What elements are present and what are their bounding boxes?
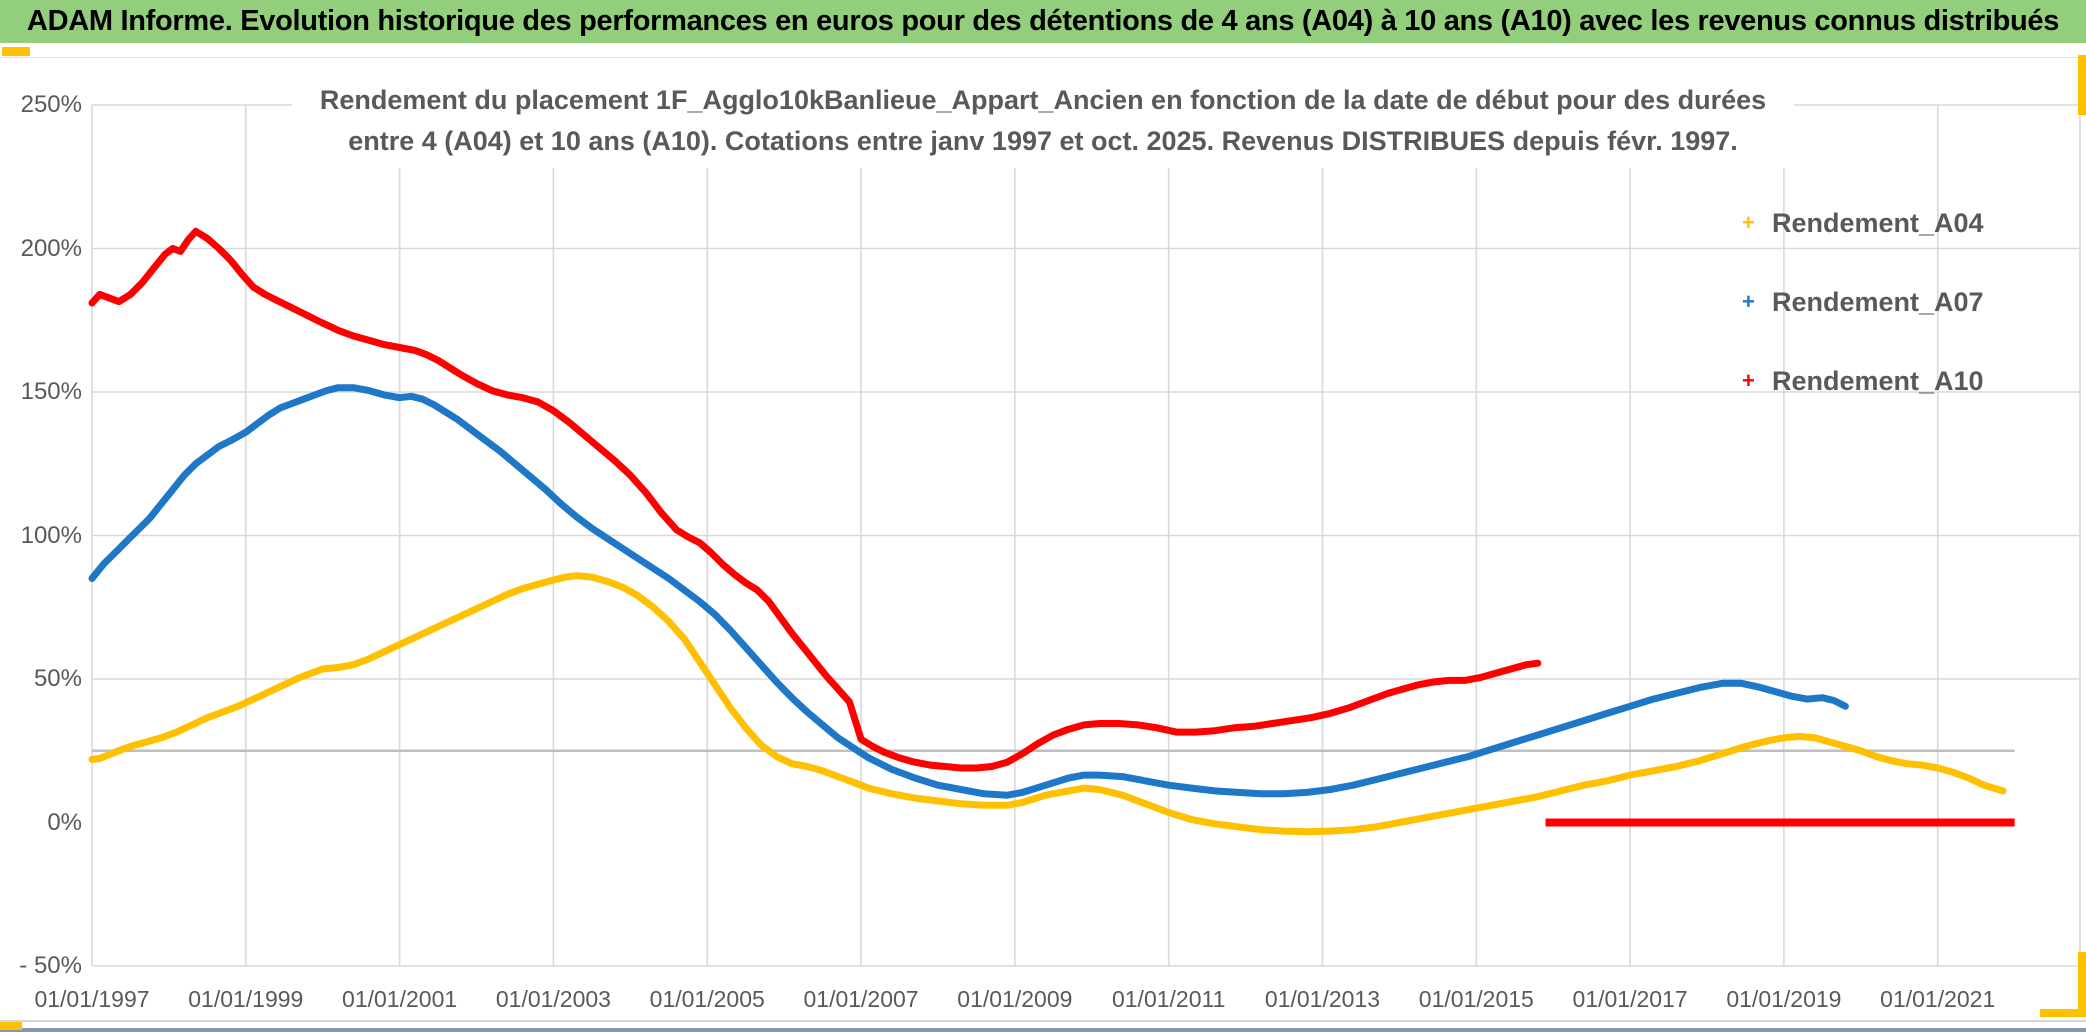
x-tick-label: 01/01/2013 <box>1264 986 1381 1012</box>
x-tick-label: 01/01/2003 <box>495 986 611 1012</box>
x-tick-label: 01/01/2005 <box>649 986 765 1012</box>
series-rendement_a04[interactable] <box>88 572 2007 836</box>
x-tick-label: 01/01/1999 <box>188 986 304 1012</box>
x-tick-label: 01/01/2011 <box>1111 986 1226 1012</box>
chart-title-line-2: entre 4 (A04) et 10 ans (A10). Cotations… <box>348 126 1738 156</box>
chart-title-line-1: Rendement du placement 1F_Agglo10kBanlie… <box>319 85 1767 115</box>
plus-marker-icon: + <box>1742 210 1755 235</box>
legend-label: Rendement_A04 <box>1772 207 1984 238</box>
y-tick-label: 150% <box>20 378 82 405</box>
chart-title[interactable]: Rendement du placement 1F_Agglo10kBanlie… <box>291 76 1795 168</box>
y-tick-label: 200% <box>20 234 82 262</box>
footer-status-band <box>0 1028 2086 1032</box>
x-tick-label: 01/01/2021 <box>1880 986 1996 1012</box>
page-title: ADAM Informe. Evolution historique des p… <box>26 5 2060 37</box>
x-tick-label: 01/01/2001 <box>342 986 458 1012</box>
footer-divider <box>0 1020 2086 1022</box>
y-tick-label: 250% <box>20 91 82 118</box>
selection-highlight-bottom-left <box>0 1022 22 1030</box>
y-tick-label: - 50% <box>19 952 82 979</box>
plus-marker-icon: + <box>1742 368 1755 393</box>
series-rendement_a07[interactable] <box>88 384 1849 799</box>
x-tick-label: 01/01/2009 <box>957 986 1073 1012</box>
legend-item-rendement-a07[interactable]: + Rendement_A07 <box>1742 275 1984 329</box>
page-title-banner: ADAM Informe. Evolution historique des p… <box>0 0 2086 43</box>
x-tick-label: 01/01/2017 <box>1572 986 1688 1012</box>
legend-label: Rendement_A10 <box>1772 365 1984 396</box>
x-tick-label: 01/01/2007 <box>803 986 919 1012</box>
divider-line <box>0 57 2086 58</box>
chart-legend[interactable]: + Rendement_A04 + Rendement_A07 + Rendem… <box>1742 196 1984 433</box>
selection-highlight-top-left <box>2 47 30 56</box>
x-tick-label: 01/01/2019 <box>1726 986 1842 1012</box>
x-tick-label: 01/01/1997 <box>34 986 150 1012</box>
y-tick-label: 100% <box>20 521 82 549</box>
legend-item-rendement-a04[interactable]: + Rendement_A04 <box>1742 196 1984 250</box>
selection-highlight-top-right <box>2078 55 2086 115</box>
series-rendement_a10[interactable] <box>88 227 1542 772</box>
selection-highlight-bottom-right <box>2040 1009 2086 1017</box>
y-tick-label: 50% <box>33 665 82 692</box>
selection-highlight-right-edge <box>2078 952 2086 1016</box>
legend-label: Rendement_A07 <box>1772 286 1984 317</box>
x-tick-label: 01/01/2015 <box>1418 986 1534 1012</box>
y-tick-label: 0% <box>47 808 82 836</box>
legend-item-rendement-a10[interactable]: + Rendement_A10 <box>1742 354 1984 408</box>
plus-marker-icon: + <box>1742 289 1755 314</box>
